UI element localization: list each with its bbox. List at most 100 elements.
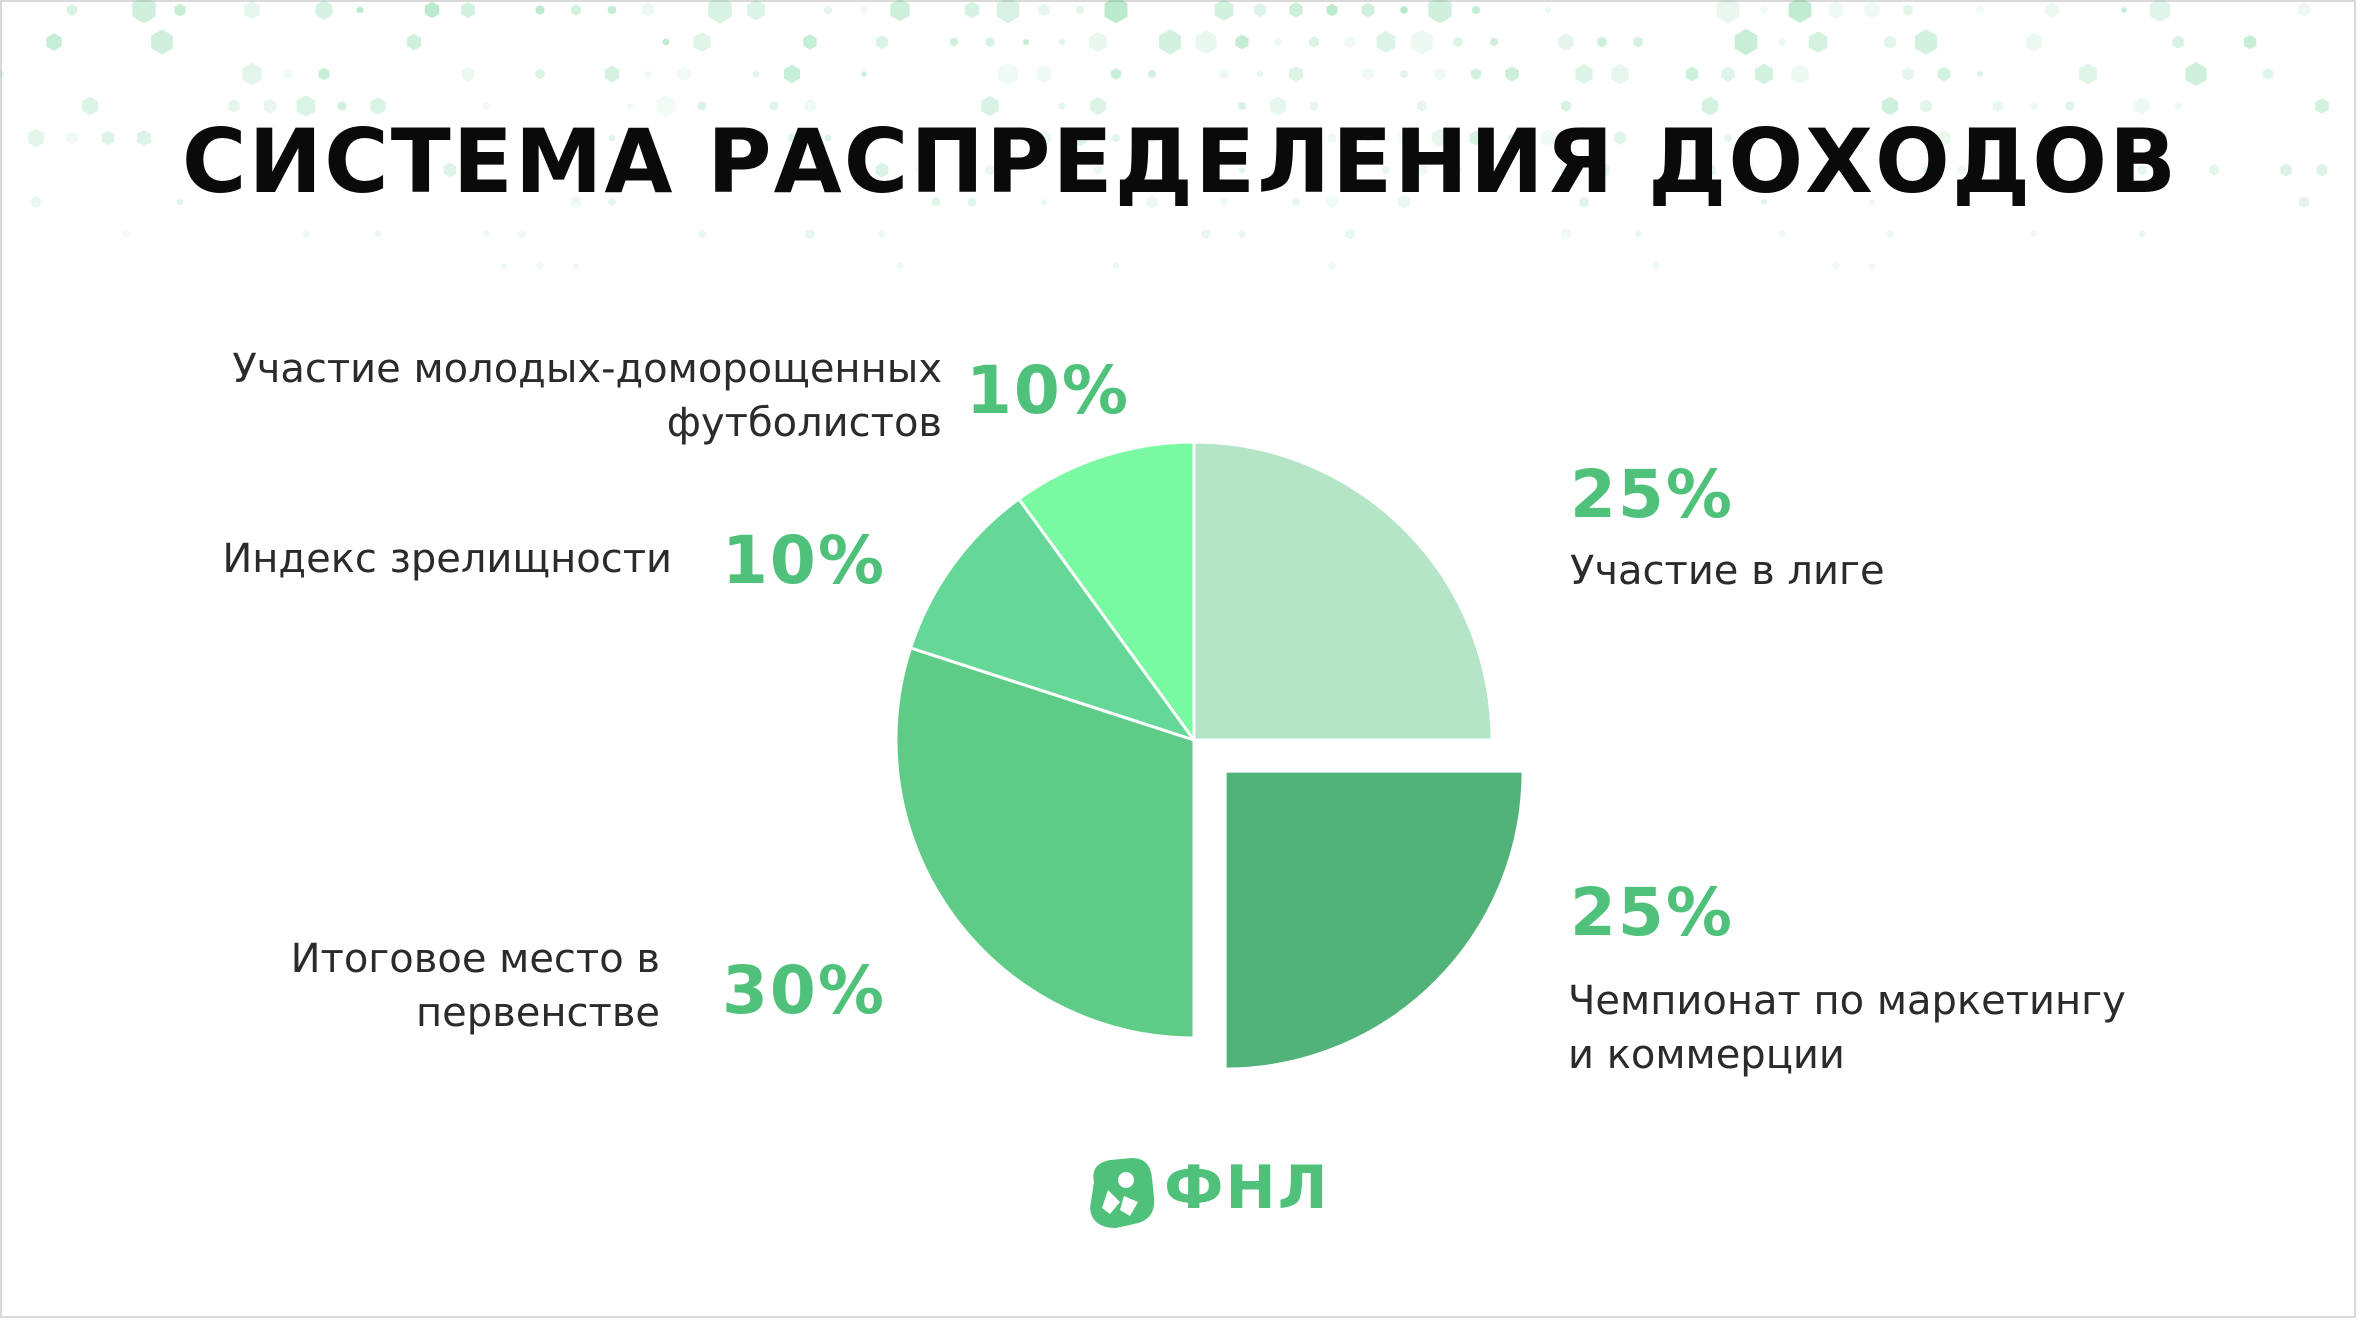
hexagon-decoration [318, 67, 330, 81]
hexagon-decoration [788, 133, 796, 143]
hexagon-decoration [1041, 199, 1047, 205]
hexagon-decoration [1505, 66, 1519, 82]
hexagon-decoration [242, 62, 262, 86]
hexagon-decoration [66, 131, 78, 145]
hexagon-decoration [1090, 96, 1106, 116]
hexagon-decoration [1902, 67, 1914, 81]
hexagon-decoration [717, 134, 723, 142]
hexagon-decoration [677, 66, 691, 82]
hexagon-decoration [461, 2, 475, 18]
hexagon-decoration [964, 1, 980, 19]
hexagon-decoration [1398, 131, 1410, 145]
hexagon-decoration [501, 262, 507, 270]
hexagon-decoration [1540, 129, 1556, 147]
hexagon-decoration [1453, 36, 1463, 48]
hexagon-decoration [1235, 34, 1249, 50]
hexagon-decoration [1292, 197, 1300, 207]
hexagon-decoration [1490, 37, 1498, 47]
hexagon-decoration [244, 1, 260, 19]
hexagon-decoration [604, 65, 620, 83]
hexagon-decoration [644, 70, 652, 78]
hexagon-decoration [1937, 66, 1951, 82]
hexagon-decoration [1289, 66, 1303, 82]
hexagon-decoration [1089, 32, 1107, 52]
hexagon-decoration [46, 33, 62, 51]
hexagon-decoration [356, 6, 364, 14]
hexagon-decoration [1864, 1, 1880, 19]
hexagon-decoration [1274, 38, 1282, 46]
label-league-participation: Участие в лиге [1570, 548, 1885, 594]
hexagon-decoration [2149, 0, 2171, 22]
hexagon-decoration [1344, 35, 1356, 49]
hexagon-decoration [1575, 64, 1593, 84]
pct-final-place: 30% [722, 952, 886, 1029]
hexagon-decoration [1219, 68, 1229, 80]
hexagon-decoration [132, 0, 156, 24]
hexagon-decoration [461, 66, 475, 82]
pct-league-participation: 25% [1570, 456, 1734, 533]
hexagon-decoration [1256, 70, 1264, 78]
hexagon-decoration [1920, 99, 1932, 113]
hexagon-decoration [1112, 262, 1120, 270]
hexagon-decoration [784, 64, 800, 84]
hexagon-decoration [302, 229, 310, 239]
hexagon-decoration [1076, 5, 1084, 15]
hexagon-decoration [1977, 70, 1983, 78]
hexagon-decoration [1761, 198, 1767, 206]
hexagon-decoration [1400, 69, 1408, 79]
hexagon-decoration [2174, 101, 2182, 111]
hexagon-decoration [1254, 3, 1266, 17]
hexagon-decoration [1104, 0, 1128, 24]
hexagon-pattern-decoration [0, 0, 2329, 271]
hexagon-decoration [2316, 163, 2328, 177]
fnl-logo-icon [1090, 1158, 1155, 1228]
hexagon-decoration [1023, 38, 1029, 46]
hexagon-decoration [698, 229, 706, 239]
hexagon-decoration [263, 98, 277, 114]
hexagon-decoration [876, 35, 888, 49]
hexagon-decoration [2030, 101, 2038, 111]
hexagon-decoration [1869, 198, 1875, 206]
hexagon-decoration [1594, 161, 1610, 179]
slice-marketing-championship [1223, 769, 1525, 1071]
hexagon-decoration [1417, 100, 1427, 112]
hexagon-decoration [1922, 166, 1930, 174]
hexagon-decoration [804, 99, 816, 113]
hexagon-decoration [2263, 68, 2273, 80]
hexagon-decoration [625, 164, 635, 176]
hexagon-decoration [981, 95, 999, 117]
hexagon-decoration [824, 5, 832, 15]
hexagon-decoration [1561, 100, 1571, 112]
fnl-logo-text: ФНЛ [1164, 1153, 1330, 1223]
hexagon-decoration [1992, 100, 2004, 112]
hexagon-decoration [824, 134, 832, 142]
hexagon-decoration [1881, 96, 1899, 116]
pct-youth-players: 10% [966, 352, 1130, 429]
hexagon-decoration [950, 37, 958, 47]
hexagon-decoration [315, 0, 333, 20]
hexagon-decoration [1309, 36, 1319, 48]
hexagon-decoration [747, 0, 765, 21]
hexagon-decoration [1886, 230, 1894, 238]
pct-spectacle-index: 10% [722, 522, 886, 599]
hexagon-decoration [573, 262, 579, 270]
hexagon-decoration [1579, 196, 1589, 208]
hexagon-decoration [1652, 261, 1660, 271]
hexagon-decoration [1884, 35, 1896, 49]
hexagon-decoration [28, 128, 44, 148]
hexagon-decoration [1289, 2, 1303, 18]
slice-league-participation [1192, 440, 1494, 742]
hexagon-decoration [1469, 130, 1483, 146]
hexagon-decoration [1778, 38, 1786, 46]
hexagon-decoration [1058, 102, 1066, 110]
hexagon-decoration [2280, 163, 2292, 177]
hexagon-decoration [1159, 29, 1181, 55]
hexagon-decoration [608, 134, 616, 142]
hexagon-decoration [1760, 6, 1768, 14]
hexagon-decoration [875, 162, 889, 178]
hexagon-decoration [998, 62, 1018, 86]
hexagon-decoration [1454, 165, 1462, 175]
label-final-place: Итоговое место в первенстве [290, 936, 660, 1036]
hexagon-decoration [662, 38, 670, 46]
